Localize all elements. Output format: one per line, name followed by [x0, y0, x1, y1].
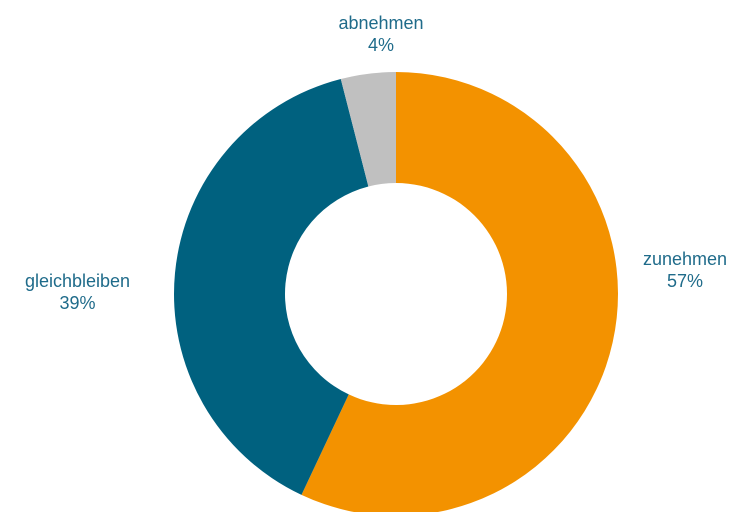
slice-label-gleichbleiben-name: gleichbleiben	[24, 271, 131, 291]
donut-slice-zunehmen	[301, 72, 618, 512]
slice-label-zunehmen-value: 57%	[666, 271, 704, 291]
slice-label-gleichbleiben-value: 39%	[59, 293, 96, 313]
slice-label-abnehmen-value: 4%	[367, 35, 394, 55]
donut-slice-abnehmen	[340, 72, 396, 187]
donut-slice-gleichbleiben	[173, 78, 369, 495]
slice-label-abnehmen-name: abnehmen	[338, 13, 424, 33]
slice-label-zunehmen-name: zunehmen	[642, 249, 728, 269]
slice-label-zunehmen: zunehmen 57%	[620, 248, 750, 292]
slice-label-gleichbleiben: gleichbleiben 39%	[0, 270, 155, 314]
slice-label-abnehmen: abnehmen 4%	[316, 12, 446, 56]
